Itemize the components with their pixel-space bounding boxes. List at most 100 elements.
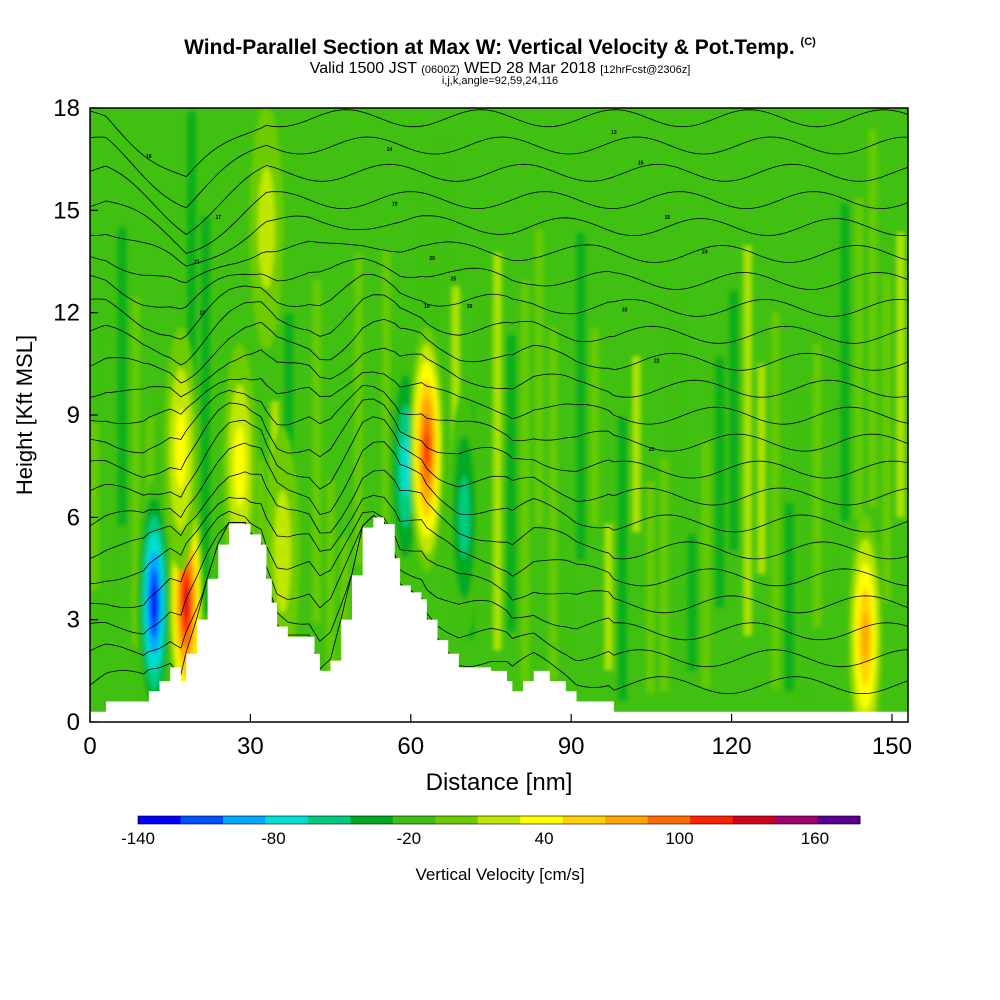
- field-streak: [798, 398, 808, 699]
- colorbar: -140 -80 -20 40 100 160: [121, 815, 861, 848]
- field-streak: [826, 345, 836, 597]
- contour-label: 15: [665, 215, 671, 221]
- contour-label: 18: [146, 154, 152, 160]
- field-streak: [159, 387, 169, 568]
- field-streak: [562, 507, 572, 651]
- field-streak: [354, 252, 363, 566]
- title-text: Wind-Parallel Section at Max W: Vertical…: [184, 36, 795, 59]
- terrain: [90, 517, 908, 722]
- chart-title: Wind-Parallel Section at Max W: Vertical…: [0, 36, 1000, 60]
- velocity-feature: [233, 425, 246, 508]
- x-tick-label: 0: [83, 733, 96, 760]
- field-streak: [520, 279, 530, 687]
- velocity-feature: [458, 476, 470, 559]
- velocity-feature: [257, 165, 275, 289]
- field-streak: [312, 279, 321, 623]
- y-tick-label: 15: [53, 197, 80, 224]
- colorbar-tick-label: -20: [396, 829, 421, 848]
- field-streak: [896, 232, 905, 518]
- colorbar-swatch: [307, 816, 351, 824]
- x-tick-label: 30: [237, 733, 264, 760]
- field-streak: [604, 523, 613, 671]
- theta-contour: [90, 191, 908, 254]
- y-tick-label: 12: [53, 300, 80, 327]
- velocity-feature: [273, 490, 292, 613]
- field-streak: [381, 249, 391, 616]
- subtitle-fcst: [12hrFcst@2306z]: [600, 64, 691, 76]
- theta-contour: [90, 240, 908, 284]
- colorbar-swatch: [138, 816, 181, 824]
- field-streak: [687, 534, 697, 672]
- y-tick-label: 3: [67, 607, 80, 634]
- field-streak: [548, 326, 558, 680]
- field-streak: [840, 203, 850, 521]
- field-streak: [659, 458, 669, 692]
- theta-contour: [90, 318, 908, 384]
- field-streak: [715, 357, 725, 608]
- contour-label: 14: [387, 147, 393, 153]
- x-tick-label: 60: [397, 733, 424, 760]
- contour-label: 30: [467, 304, 473, 310]
- contour-label: 19: [392, 202, 398, 208]
- contour-label: 20: [429, 256, 435, 262]
- field-streak: [729, 290, 738, 551]
- field-streak: [673, 292, 683, 645]
- field-streak: [340, 537, 349, 687]
- theta-contour: [90, 257, 908, 310]
- field-streak: [117, 227, 127, 526]
- field-streak: [479, 300, 488, 625]
- theta-contour: [90, 515, 908, 641]
- theta-contours: [90, 109, 908, 694]
- colorbar-swatch: [435, 816, 479, 824]
- colorbar-tick-label: 40: [535, 829, 554, 848]
- field-streak: [854, 197, 864, 520]
- theta-contour: [90, 494, 908, 587]
- contour-label: 24: [702, 249, 708, 255]
- colorbar-tick-label: -80: [261, 829, 286, 848]
- contour-label: 33: [622, 307, 628, 313]
- contour-label: 25: [451, 277, 457, 283]
- colorbar-swatch: [775, 816, 819, 824]
- field-streak: [103, 339, 113, 615]
- colorbar-swatch: [350, 816, 394, 824]
- colorbar-frame: [137, 815, 861, 825]
- colorbar-swatch: [477, 816, 521, 824]
- contour-label: 12: [199, 311, 205, 317]
- colorbar-swatch: [180, 816, 224, 824]
- theta-contour: [90, 163, 908, 235]
- axes: 0 30 60 90 120 150 0 3 6 9 12 15 18: [53, 95, 912, 760]
- contour-label: 13: [611, 130, 617, 136]
- colorbar-tick-label: -140: [121, 829, 155, 848]
- y-tick-label: 6: [67, 504, 80, 531]
- contour-label: 23: [649, 447, 655, 453]
- field-streak: [882, 274, 891, 604]
- field-streak: [90, 422, 99, 591]
- x-axis-label: Distance [nm]: [426, 769, 573, 796]
- colorbar-swatch: [817, 816, 861, 824]
- theta-contour: [90, 515, 908, 668]
- theta-contour: [90, 347, 908, 398]
- field-streak: [743, 245, 752, 636]
- colorbar-swatch: [265, 816, 309, 824]
- subtitle-indices: i,j,k,angle=92,59,24,116: [441, 75, 559, 87]
- field-streak: [493, 252, 502, 651]
- field-streak: [868, 128, 877, 508]
- copyright-mark: (C): [800, 36, 816, 48]
- field-streak: [632, 356, 641, 533]
- x-tick-label: 120: [712, 733, 752, 760]
- velocity-feature: [424, 431, 430, 467]
- contour-label: 21: [194, 260, 200, 266]
- field-streak: [131, 297, 141, 647]
- theta-contour: [90, 294, 908, 366]
- contour-labels: 18 17 14 19 13 16 15 24 21 12 10 20 25 30 33 22 23: [146, 130, 708, 453]
- colorbar-swatch: [732, 816, 776, 824]
- theta-contour: [90, 469, 908, 560]
- velocity-feature: [861, 612, 869, 662]
- colorbar-label: Vertical Velocity [cm/s]: [415, 865, 584, 884]
- theta-contour: [90, 441, 908, 533]
- field-streak: [284, 313, 294, 516]
- colorbar-tick-label: 160: [801, 829, 829, 848]
- theta-contour: [90, 384, 908, 454]
- y-tick-label: 9: [67, 402, 80, 429]
